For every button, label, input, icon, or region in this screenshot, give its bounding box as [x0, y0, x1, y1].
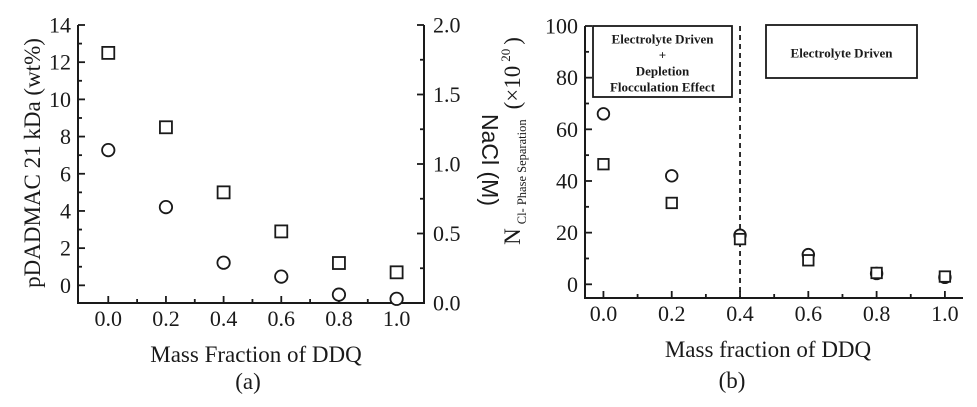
b-ylabel-exponent: 20	[498, 49, 513, 62]
a-y-axis-title-left: pDADMAC 21 kDa (wt%)	[20, 38, 45, 288]
y-tick-label: 0	[567, 272, 578, 297]
y-tick-label: 8	[60, 124, 71, 149]
right-y-tick-label: 1.0	[433, 152, 461, 177]
data-point-square	[665, 196, 678, 210]
b-ylabel-subscript: Cl- Phase Separation	[515, 119, 529, 225]
data-point-square	[389, 265, 404, 280]
data-point-circle	[331, 287, 347, 302]
x-tick-label: 0.0	[95, 306, 123, 331]
x-tick-label: 0.4	[210, 306, 238, 331]
b-ylabel-close-paren: )	[500, 37, 525, 45]
a-caption: (a)	[235, 369, 261, 394]
data-point-circle	[101, 143, 116, 158]
y-tick-label: 100	[545, 14, 578, 39]
data-point-square	[332, 256, 346, 270]
data-point-square	[938, 270, 952, 283]
annotation-text-line: +	[659, 48, 666, 63]
right-y-tick-label: 2.0	[433, 13, 461, 38]
annotation-box	[592, 25, 733, 98]
data-point-square	[274, 224, 289, 239]
x-tick-label: 0.4	[726, 301, 754, 326]
data-point-square	[216, 185, 231, 200]
x-tick-label: 0.8	[325, 306, 353, 331]
data-point-square	[733, 232, 747, 246]
x-tick-label: 0.2	[152, 306, 180, 331]
y-tick-label: 2	[60, 236, 71, 261]
y-tick-label: 4	[60, 198, 71, 223]
b-caption: (b)	[719, 368, 746, 393]
x-tick-label: 1.0	[383, 306, 411, 331]
right-y-tick-label: 0.5	[433, 221, 461, 246]
annotation-text-line: Electrolyte Driven	[791, 46, 894, 61]
x-tick-label: 0.6	[268, 306, 296, 331]
annotation-text-line: Flocculation Effect	[610, 80, 716, 95]
b-y-axis-title: N Cl- Phase Separation (×10 20 )	[497, 37, 530, 245]
right-y-tick-label: 1.5	[433, 82, 461, 107]
b-ylabel-main: N	[500, 228, 525, 245]
chart-a-plot-area: 0.0 0.2 0.4 0.6 0.8 1.0 0 2 4 6 8 10 12 14 0.0 0.5 1.0 1.…	[49, 13, 461, 332]
data-point-square	[802, 254, 815, 267]
x-tick-label: 1.0	[931, 301, 959, 326]
y-tick-label: 12	[49, 50, 71, 75]
y-tick-label: 60	[556, 117, 578, 142]
data-point-circle	[389, 291, 404, 306]
annotation-text-line: Electrolyte Driven	[612, 32, 715, 47]
chart-b: Electrolyte Driven+DepletionFlocculation…	[497, 14, 963, 393]
data-point-circle	[274, 269, 289, 284]
x-tick-label: 0.6	[795, 301, 823, 326]
data-point-circle	[216, 255, 231, 270]
y-tick-label: 20	[556, 220, 578, 245]
y-tick-label: 40	[556, 168, 578, 193]
annotation-box	[765, 24, 918, 79]
right-y-tick-label: 0.0	[433, 291, 461, 316]
data-point-circle	[158, 199, 174, 215]
data-point-square	[159, 120, 173, 135]
x-tick-label: 0.8	[863, 301, 891, 326]
annotation-text-line: Depletion	[636, 64, 690, 79]
y-tick-label: 6	[60, 161, 71, 186]
data-point-circle	[665, 169, 679, 183]
y-tick-label: 10	[49, 87, 71, 112]
x-tick-label: 0.0	[590, 301, 618, 326]
b-ylabel-x10: (×10	[500, 66, 525, 110]
data-point-square	[870, 266, 883, 280]
data-point-circle	[596, 107, 611, 121]
x-tick-label: 0.2	[658, 301, 686, 326]
y-tick-label: 14	[49, 13, 71, 38]
data-point-square	[101, 45, 116, 60]
chart-a: 0.0 0.2 0.4 0.6 0.8 1.0 0 2 4 6 8 10 12 14 0.0 0.5 1.0 1.…	[20, 13, 503, 395]
chart-b-plot-area: Electrolyte Driven+DepletionFlocculation…	[545, 14, 963, 326]
b-x-axis-title: Mass fraction of DDQ	[665, 337, 872, 362]
y-tick-label: 80	[556, 65, 578, 90]
y-tick-label: 0	[60, 273, 71, 298]
data-point-square	[597, 158, 610, 171]
a-y-axis-title-right: NaCl (M)	[477, 114, 503, 206]
a-x-axis-title: Mass Fraction of DDQ	[150, 342, 362, 367]
